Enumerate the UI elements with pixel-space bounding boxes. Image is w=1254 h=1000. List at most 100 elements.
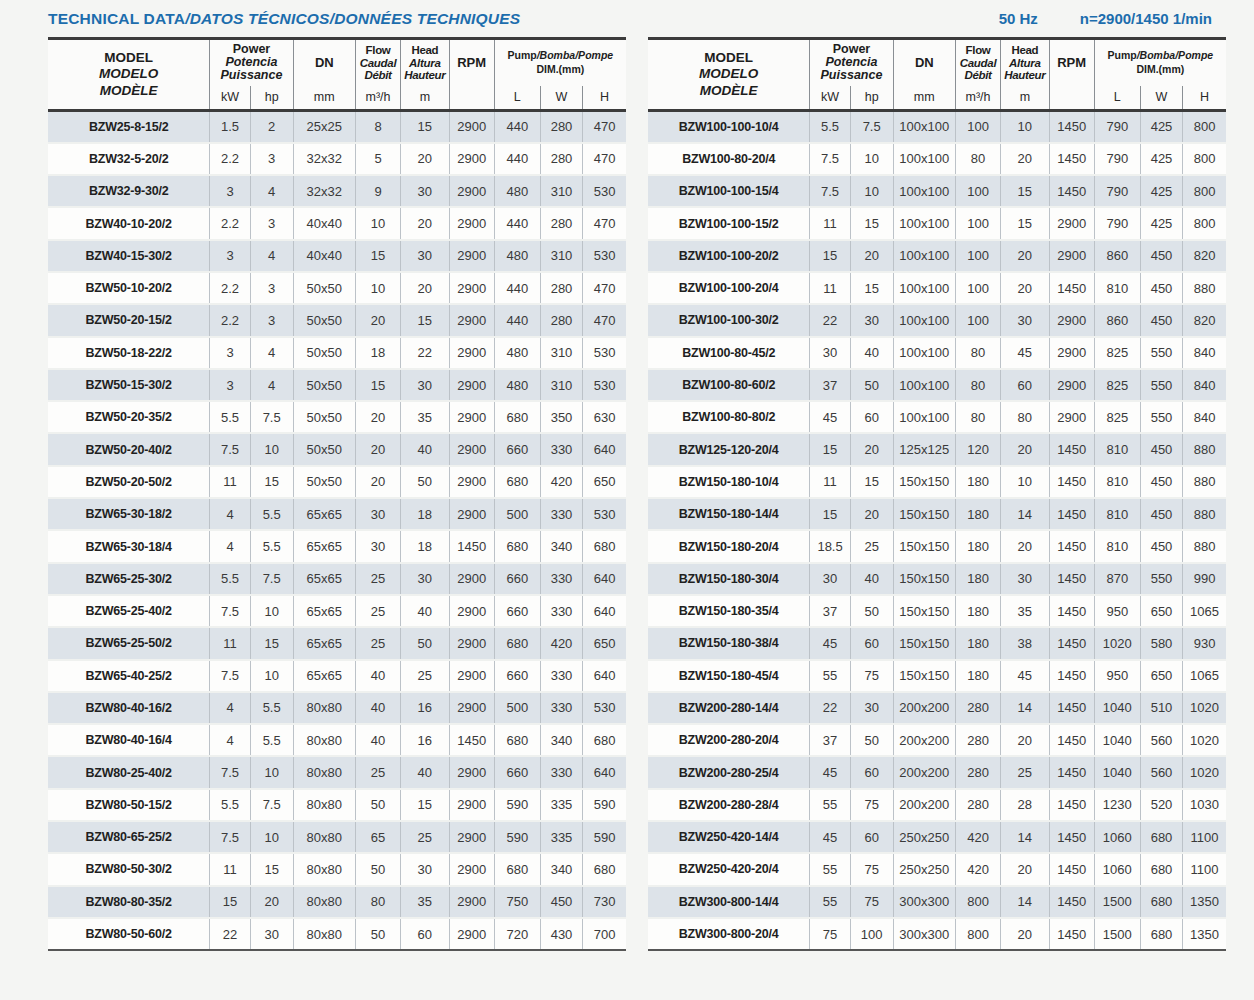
value-cell: 20: [355, 466, 400, 498]
value-cell: 660: [494, 563, 540, 595]
value-cell: 250x250: [893, 853, 955, 885]
value-cell: 700: [583, 918, 626, 950]
value-cell: 310: [540, 175, 582, 207]
unit-dim-w: W: [1140, 86, 1182, 111]
page-title-translations: /DATOS TÉCNICOS/DONNÉES TECHNIQUES: [185, 10, 520, 27]
value-cell: 15: [1001, 207, 1050, 239]
value-cell: 420: [955, 853, 1000, 885]
value-cell: 15: [401, 304, 450, 336]
value-cell: 530: [583, 369, 626, 401]
value-cell: 20: [850, 433, 893, 465]
value-cell: 30: [401, 563, 450, 595]
value-cell: 35: [1001, 595, 1050, 627]
value-cell: 150x150: [893, 466, 955, 498]
col-header-power: Power Potencia Puissance: [810, 39, 893, 86]
value-cell: 280: [540, 272, 582, 304]
value-cell: 11: [810, 207, 850, 239]
value-cell: 15: [810, 240, 850, 272]
value-cell: 440: [494, 304, 540, 336]
unit-hp: hp: [850, 86, 893, 111]
value-cell: 4: [250, 175, 293, 207]
value-cell: 15: [1001, 175, 1050, 207]
value-cell: 7.5: [810, 175, 850, 207]
value-cell: 25: [1001, 756, 1050, 788]
value-cell: 80x80: [293, 918, 355, 950]
value-cell: 8: [355, 111, 400, 143]
value-cell: 680: [1140, 886, 1182, 918]
table-row: BZW150-180-14/41520150x15018014145081045…: [648, 498, 1226, 530]
value-cell: 65x65: [293, 563, 355, 595]
value-cell: 40: [401, 433, 450, 465]
value-cell: 1450: [1049, 724, 1094, 756]
value-cell: 660: [494, 433, 540, 465]
table-row: BZW80-40-16/445.580x8040161450680340680: [48, 724, 626, 756]
value-cell: 20: [850, 498, 893, 530]
value-cell: 1020: [1183, 692, 1226, 724]
frequency-speed-block: 50 Hz n=2900/1450 1/min: [999, 10, 1212, 27]
value-cell: 820: [1183, 304, 1226, 336]
unit-flow-m3h: m³/h: [955, 86, 1000, 111]
value-cell: 680: [494, 530, 540, 562]
value-cell: 15: [401, 111, 450, 143]
value-cell: 1020: [1183, 756, 1226, 788]
value-cell: 80: [355, 886, 400, 918]
table-row: BZW50-20-50/2111550x5020502900680420650: [48, 466, 626, 498]
value-cell: 550: [1140, 337, 1182, 369]
value-cell: 10: [250, 821, 293, 853]
value-cell: 20: [355, 433, 400, 465]
value-cell: 800: [1183, 143, 1226, 175]
unit-head-m: m: [401, 86, 450, 111]
value-cell: 40x40: [293, 207, 355, 239]
value-cell: 810: [1094, 272, 1140, 304]
value-cell: 20: [401, 207, 450, 239]
value-cell: 100x100: [893, 401, 955, 433]
value-cell: 680: [583, 530, 626, 562]
value-cell: 310: [540, 369, 582, 401]
unit-head-m: m: [1001, 86, 1050, 111]
value-cell: 80: [955, 337, 1000, 369]
value-cell: 1450: [1049, 595, 1094, 627]
table-row: BZW200-280-20/43750200x20028020145010405…: [648, 724, 1226, 756]
model-cell: BZW65-25-40/2: [48, 595, 210, 627]
col-header-rpm: RPM: [449, 39, 494, 86]
value-cell: 40: [401, 595, 450, 627]
value-cell: 1040: [1094, 756, 1140, 788]
value-cell: 20: [1001, 530, 1050, 562]
value-cell: 280: [955, 724, 1000, 756]
value-cell: 1020: [1094, 627, 1140, 659]
value-cell: 100x100: [893, 304, 955, 336]
value-cell: 550: [1140, 563, 1182, 595]
value-cell: 3: [210, 175, 250, 207]
value-cell: 180: [955, 627, 1000, 659]
table-row: BZW150-180-30/43040150x15018030145087055…: [648, 563, 1226, 595]
value-cell: 15: [250, 627, 293, 659]
unit-dim-l: L: [1094, 86, 1140, 111]
value-cell: 1450: [1049, 886, 1094, 918]
value-cell: 825: [1094, 401, 1140, 433]
value-cell: 810: [1094, 433, 1140, 465]
value-cell: 10: [1001, 111, 1050, 143]
technical-data-page: TECHNICAL DATA/DATOS TÉCNICOS/DONNÉES TE…: [0, 0, 1254, 951]
value-cell: 15: [250, 853, 293, 885]
value-cell: 450: [1140, 304, 1182, 336]
table-row: BZW100-100-20/21520100x10010020290086045…: [648, 240, 1226, 272]
table-row: BZW100-80-60/23750100x100806029008255508…: [648, 369, 1226, 401]
value-cell: 990: [1183, 563, 1226, 595]
table-row: BZW50-15-30/23450x5015302900480310530: [48, 369, 626, 401]
value-cell: 10: [850, 175, 893, 207]
value-cell: 680: [494, 466, 540, 498]
table-row: BZW65-40-25/27.51065x6540252900660330640: [48, 660, 626, 692]
value-cell: 660: [494, 595, 540, 627]
unit-hp: hp: [250, 86, 293, 111]
value-cell: 80x80: [293, 724, 355, 756]
value-cell: 2900: [449, 272, 494, 304]
value-cell: 25: [401, 821, 450, 853]
value-cell: 40: [401, 756, 450, 788]
value-cell: 340: [540, 724, 582, 756]
value-cell: 150x150: [893, 660, 955, 692]
table-body: BZW25-8-15/21.5225x258152900440280470BZW…: [48, 111, 626, 951]
frequency-label: 50 Hz: [999, 10, 1038, 27]
model-cell: BZW65-30-18/2: [48, 498, 210, 530]
value-cell: 590: [494, 821, 540, 853]
value-cell: 40: [355, 692, 400, 724]
